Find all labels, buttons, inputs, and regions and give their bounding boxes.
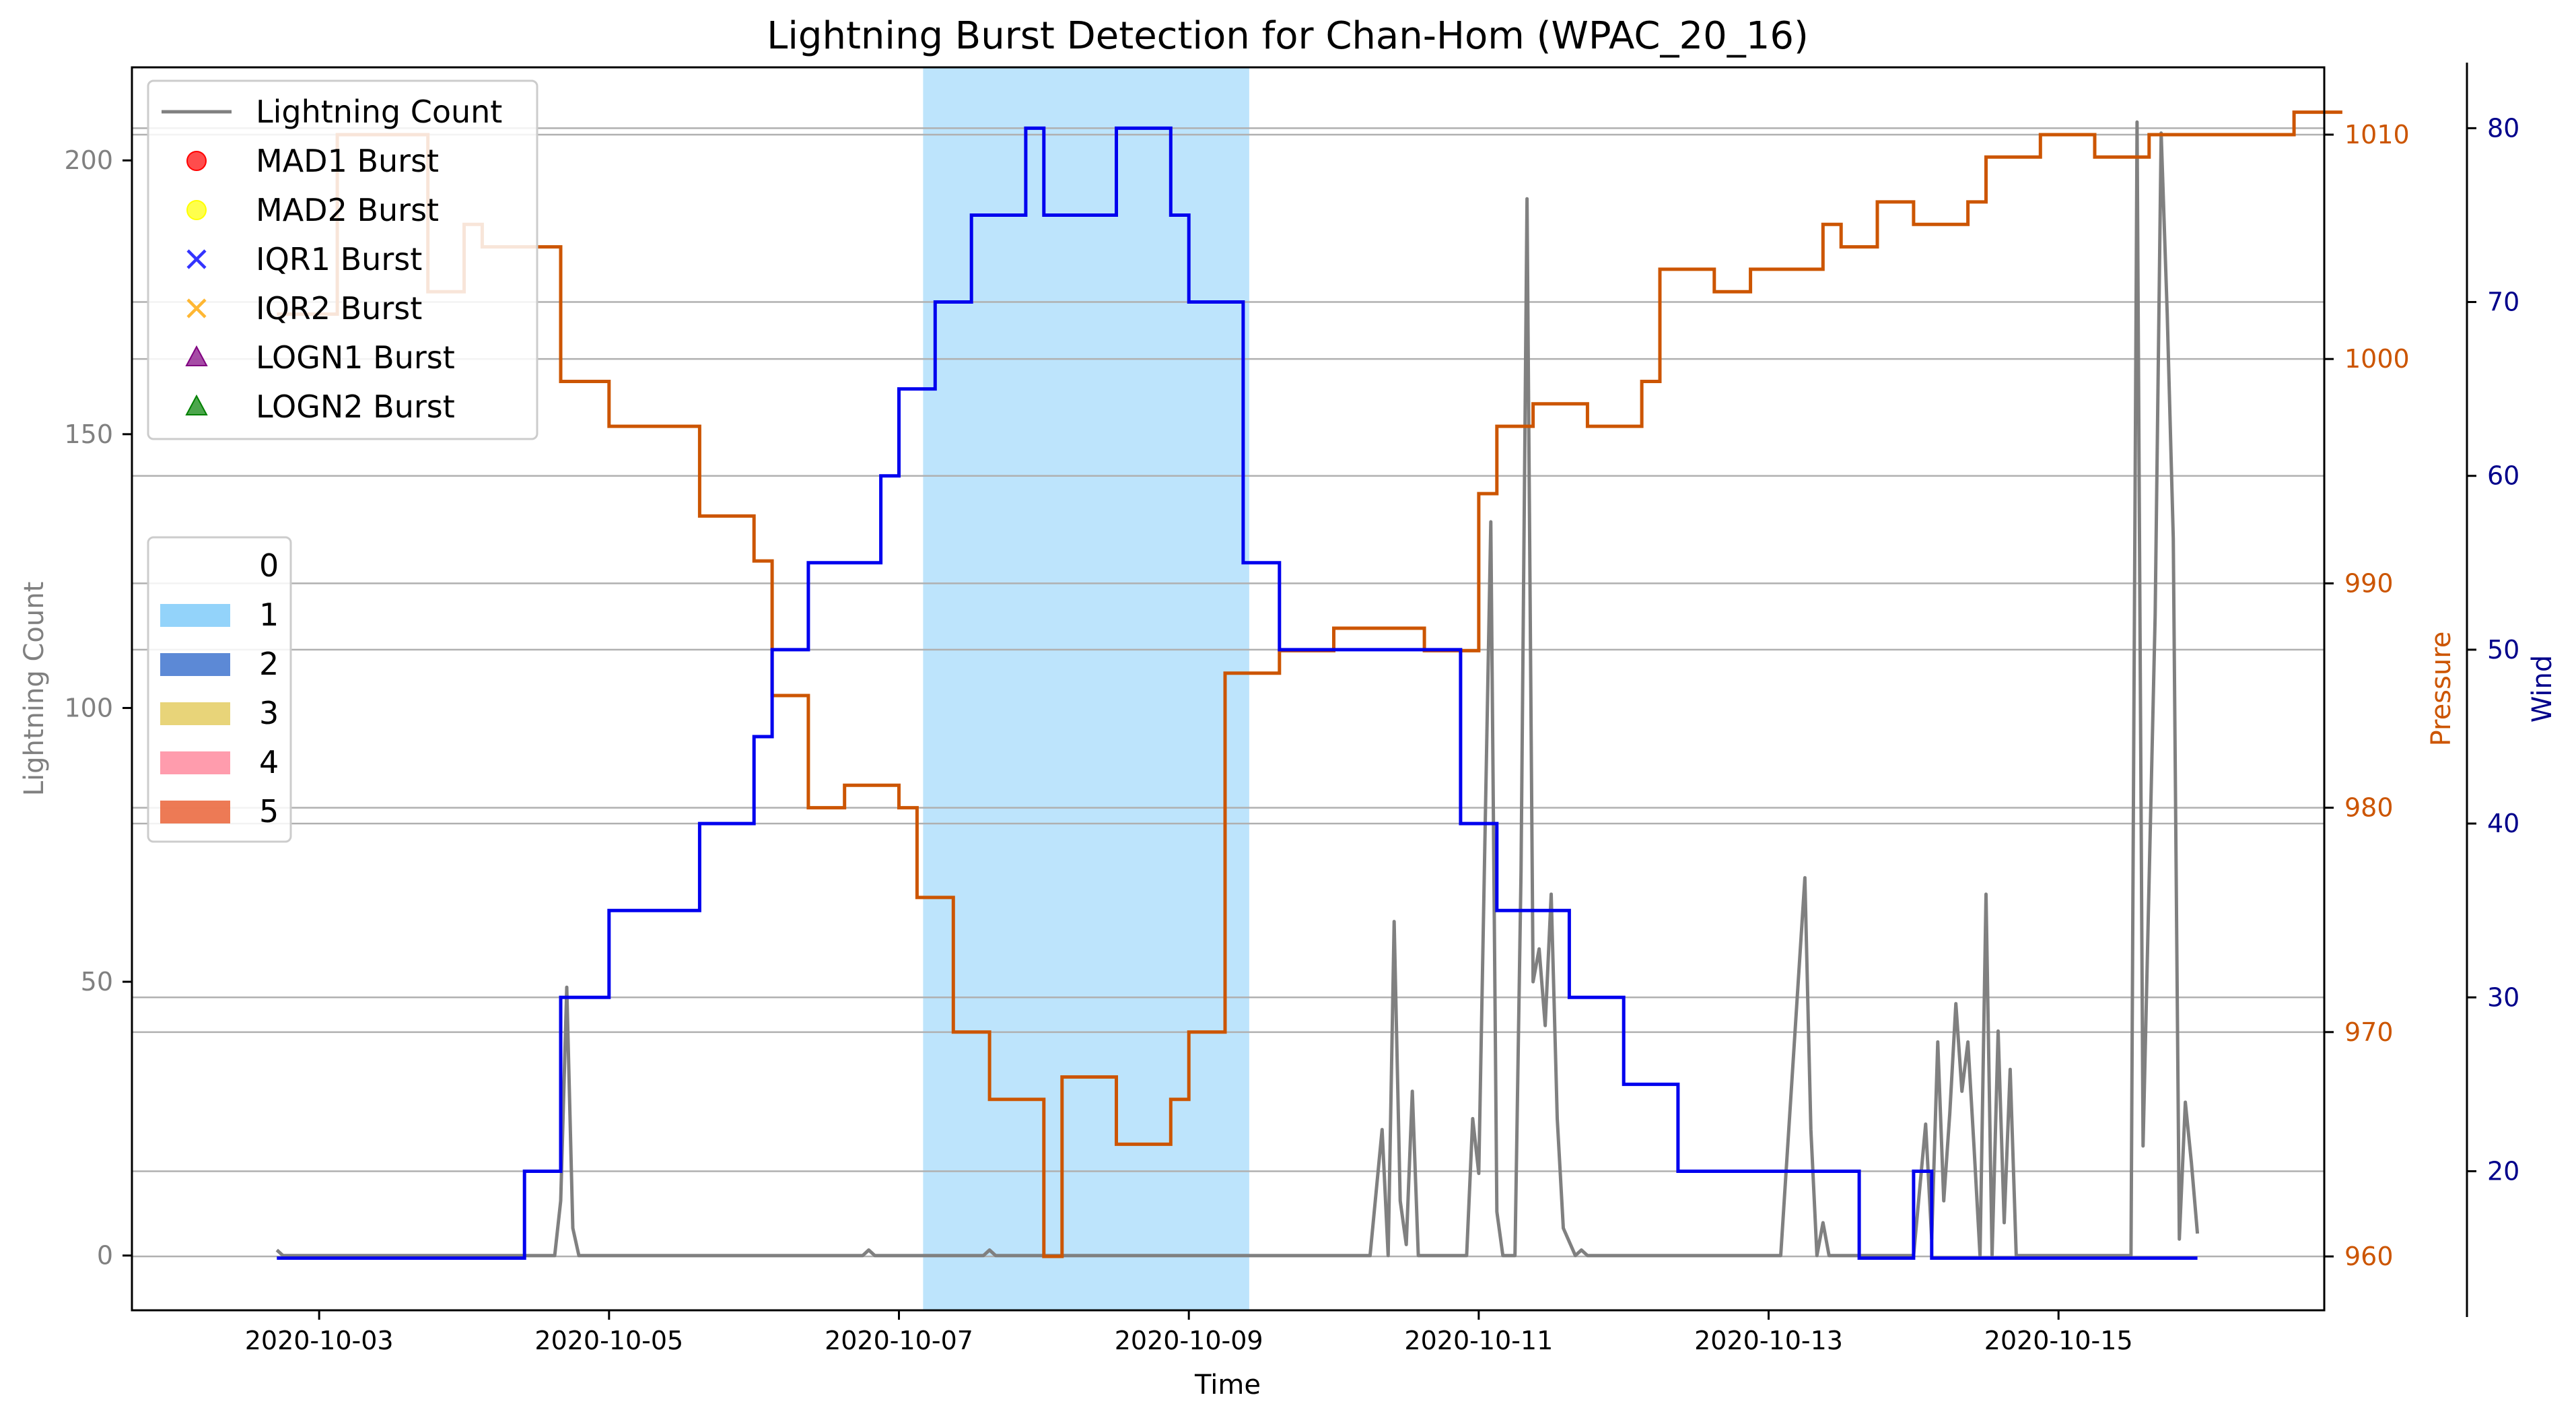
legend-marker-triangle (185, 394, 208, 415)
legend-category-swatch (160, 702, 230, 725)
axes-layer: 2020-10-03 2020-10-05 2020-10-07 2020-10-09… (64, 63, 2519, 1355)
legend-label: MAD2 Burst (256, 192, 439, 228)
y-tick-label-pressure: 1010 (2344, 120, 2410, 149)
legend-marker-x (186, 249, 207, 269)
legend-category-swatch (160, 801, 230, 823)
legend-label: LOGN2 Burst (256, 389, 455, 425)
series-legend-box (147, 79, 538, 440)
category-band-layer (923, 67, 1249, 1310)
legend-category-label: 1 (259, 597, 279, 633)
pressure-line (277, 110, 2342, 1258)
y-tick-label-wind: 50 (2487, 635, 2519, 665)
x-tick-label: 2020-10-13 (1694, 1326, 1843, 1355)
x-tick-label: 2020-10-07 (825, 1326, 973, 1355)
y-tick-label-pressure: 1000 (2344, 344, 2410, 374)
y-tick-label-wind: 60 (2487, 461, 2519, 491)
legend-marker-circle (186, 151, 207, 171)
legend-category-swatch (160, 555, 230, 578)
legend-label: IQR1 Burst (256, 241, 422, 277)
y-tick-label-wind: 70 (2487, 288, 2519, 317)
y-tick-label-lightning: 150 (64, 419, 113, 449)
plot-frame (131, 66, 2326, 1312)
legend-label: Lightning Count (256, 94, 502, 130)
lightning-count-line (275, 120, 2200, 1258)
x-tick-label: 2020-10-05 (534, 1326, 683, 1355)
x-axis-label: Time (1194, 1370, 1261, 1401)
y-tick-label-wind: 80 (2487, 113, 2519, 143)
legend-category-label: 4 (259, 744, 279, 780)
y-axis-label-wind: Wind (2527, 655, 2558, 723)
y-tick-label-wind: 20 (2487, 1156, 2519, 1186)
y-tick-label-lightning: 0 (97, 1241, 113, 1271)
legend-marker-x (186, 298, 207, 318)
y-tick-label-pressure: 980 (2344, 793, 2394, 823)
legend-label: MAD1 Burst (256, 143, 439, 179)
legend-category-swatch (160, 751, 230, 774)
series-legend: Lightning Count MAD1 Burst MAD2 Burst IQR1 … (147, 79, 538, 440)
x-tick-label: 2020-10-11 (1404, 1326, 1553, 1355)
category-legend: 0 1 2 3 4 5 (147, 536, 292, 843)
y-tick-label-lightning: 100 (64, 693, 113, 722)
legend-marker-circle (186, 200, 207, 220)
legend-category-label: 2 (259, 646, 279, 682)
legend-category-label: 3 (259, 695, 279, 731)
y-tick-label-pressure: 970 (2344, 1017, 2394, 1047)
legend-category-label: 5 (259, 793, 279, 830)
y-tick-label-pressure: 960 (2344, 1242, 2394, 1271)
y-axis-label-pressure: Pressure (2426, 632, 2457, 747)
x-tick-label: 2020-10-09 (1115, 1326, 1263, 1355)
y-tick-label-lightning: 50 (81, 967, 113, 997)
series-layer (275, 110, 2342, 1260)
chart-title: Lightning Burst Detection for Chan-Hom (… (767, 14, 1809, 58)
x-tick-label: 2020-10-15 (1984, 1326, 2133, 1355)
y-axis-label-lightning: Lightning Count (19, 582, 50, 797)
legend-label: IQR2 Burst (256, 290, 422, 327)
x-tick-label: 2020-10-03 (245, 1326, 394, 1355)
legend-category-label: 0 (259, 547, 279, 584)
legend-category-swatch (160, 653, 230, 676)
y-tick-label-wind: 30 (2487, 982, 2519, 1012)
y-tick-label-pressure: 990 (2344, 568, 2394, 598)
y-tick-label-wind: 40 (2487, 809, 2519, 838)
legend-category-swatch (160, 604, 230, 627)
legend-label: LOGN1 Burst (256, 339, 455, 376)
wind-line (277, 126, 2198, 1260)
legend-marker-triangle (185, 345, 208, 366)
category-band-1 (923, 67, 1249, 1310)
y-tick-label-lightning: 200 (64, 145, 113, 175)
